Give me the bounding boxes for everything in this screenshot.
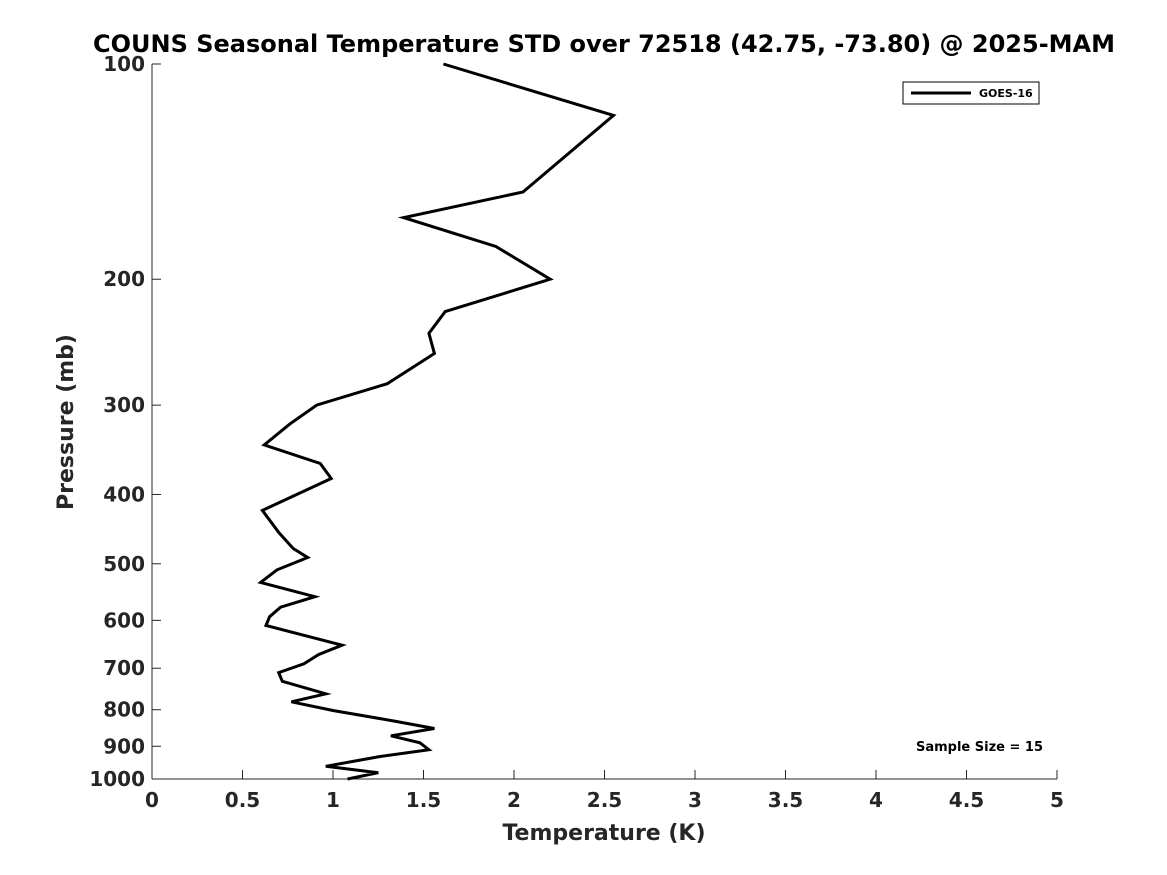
y-tick-label: 700 bbox=[103, 656, 145, 680]
legend-label-goes16: GOES-16 bbox=[979, 87, 1033, 100]
x-tick-label: 0 bbox=[145, 788, 159, 812]
x-ticks: 0 0.5 1 1.5 2 2.5 3 3.5 4 4.5 5 bbox=[145, 770, 1064, 812]
y-tick-label: 900 bbox=[103, 734, 145, 758]
x-tick-label: 2.5 bbox=[587, 788, 622, 812]
x-tick-label: 1.5 bbox=[406, 788, 441, 812]
x-tick-label: 4 bbox=[869, 788, 883, 812]
y-axis-label: Pressure (mb) bbox=[54, 334, 79, 510]
x-tick-label: 2 bbox=[507, 788, 521, 812]
y-tick-label: 200 bbox=[103, 267, 145, 291]
x-tick-label: 0.5 bbox=[225, 788, 260, 812]
x-tick-label: 3.5 bbox=[768, 788, 803, 812]
y-tick-label: 100 bbox=[103, 52, 145, 76]
y-tick-label: 400 bbox=[103, 482, 145, 506]
sample-size-annotation: Sample Size = 15 bbox=[916, 740, 1043, 755]
x-tick-label: 5 bbox=[1050, 788, 1064, 812]
y-ticks: 100 200 300 400 500 600 700 800 900 1000 bbox=[89, 52, 161, 791]
chart-title: COUNS Seasonal Temperature STD over 7251… bbox=[93, 30, 1115, 58]
legend: GOES-16 bbox=[902, 81, 1040, 105]
y-tick-label: 800 bbox=[103, 698, 145, 722]
x-tick-label: 4.5 bbox=[949, 788, 984, 812]
y-tick-label: 600 bbox=[103, 608, 145, 632]
x-axis-label: Temperature (K) bbox=[502, 821, 705, 846]
y-tick-label: 500 bbox=[103, 552, 145, 576]
x-tick-label: 1 bbox=[326, 788, 340, 812]
y-tick-label: 1000 bbox=[89, 767, 145, 791]
x-tick-label: 3 bbox=[688, 788, 702, 812]
series-line-goes16 bbox=[257, 62, 617, 781]
y-tick-label: 300 bbox=[103, 393, 145, 417]
